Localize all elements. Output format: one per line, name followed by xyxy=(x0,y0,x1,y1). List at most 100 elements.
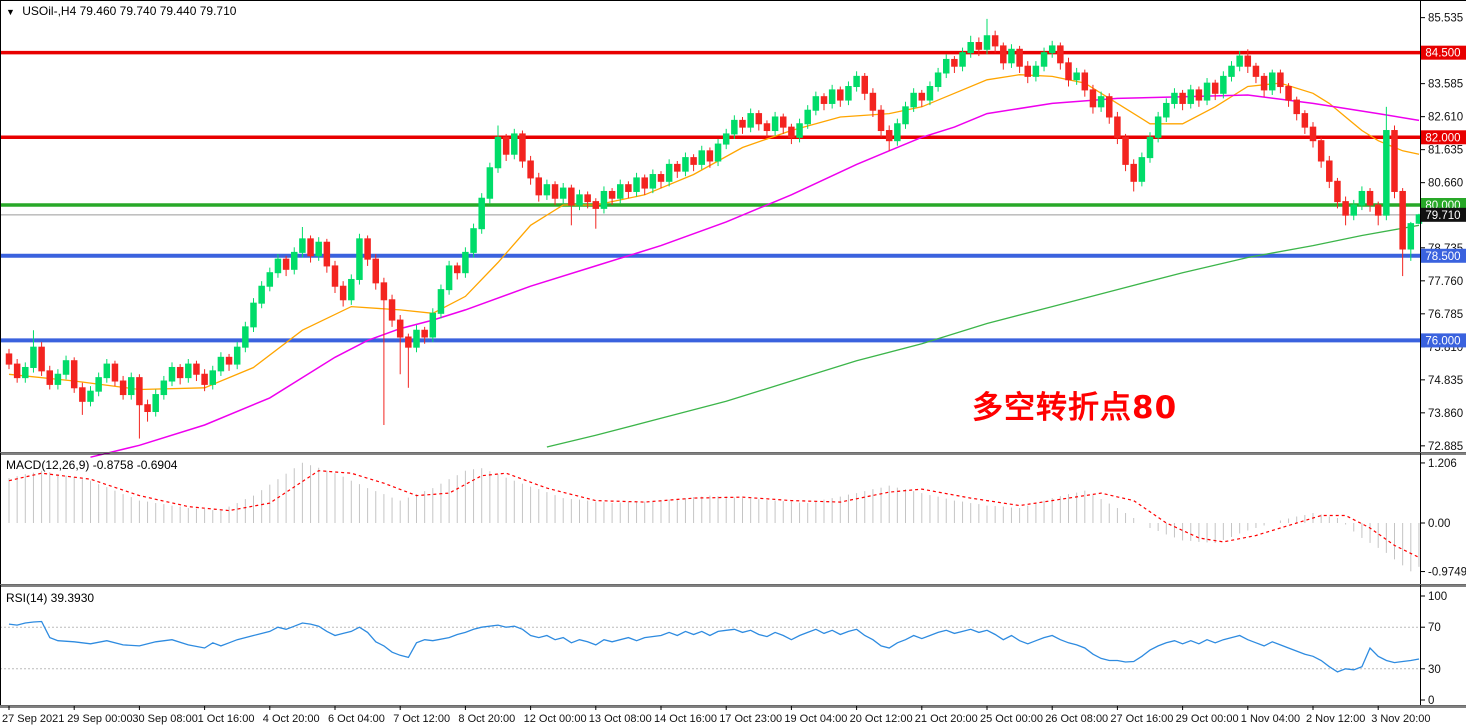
candle-body xyxy=(600,190,608,209)
candle-body xyxy=(242,326,249,348)
candle-body xyxy=(934,72,942,88)
candle-body xyxy=(894,123,901,142)
candle-body xyxy=(79,387,86,402)
candle-body xyxy=(755,113,763,125)
price-badge-label: 76.000 xyxy=(1425,335,1460,347)
candle-body xyxy=(1366,190,1374,206)
time-tick-label: 1 Nov 04:00 xyxy=(1241,713,1300,725)
candle-body xyxy=(943,58,950,74)
candle-body xyxy=(315,241,322,257)
candle-body xyxy=(1399,190,1406,250)
candle-body xyxy=(1114,116,1121,138)
candle-body xyxy=(1334,180,1341,203)
time-tick-label: 6 Oct 04:00 xyxy=(328,713,385,725)
annotation-text: 多空转折点80 xyxy=(972,390,1178,426)
time-tick-label: 19 Oct 04:00 xyxy=(784,713,847,725)
candle-body xyxy=(494,136,502,169)
candle-body xyxy=(299,238,306,253)
candle-body xyxy=(478,197,485,230)
candle-body xyxy=(103,363,111,379)
candle-body xyxy=(54,373,62,385)
candle-body xyxy=(657,174,665,182)
candle-body xyxy=(641,177,648,189)
candle-body xyxy=(258,285,265,304)
candle-body xyxy=(22,366,29,379)
ma-fast-orange xyxy=(8,74,1420,391)
candle-body xyxy=(185,363,192,379)
candle-body xyxy=(649,174,657,189)
candle-body xyxy=(592,201,600,209)
candle-body xyxy=(714,143,722,162)
candle-body xyxy=(820,96,828,104)
candle-body xyxy=(282,258,290,270)
candle-body xyxy=(1383,130,1390,216)
candle-body xyxy=(168,366,176,382)
time-tick-label: 27 Sep 2021 xyxy=(2,713,64,725)
candle-body xyxy=(551,184,559,199)
price-tick-label: 76.785 xyxy=(1428,309,1463,321)
time-tick-label: 29 Oct 00:00 xyxy=(1176,713,1239,725)
candle-body xyxy=(1326,160,1333,182)
ma-slow-green xyxy=(546,224,1420,448)
time-tick-label: 8 Oct 20:00 xyxy=(458,713,515,725)
main-price-panel xyxy=(0,18,1423,458)
candle-body xyxy=(1285,86,1292,101)
time-tick-label: 4 Oct 20:00 xyxy=(263,713,320,725)
price-badge-label: 78.500 xyxy=(1425,251,1460,263)
candle-body xyxy=(429,312,437,338)
candle-body xyxy=(559,187,567,199)
candle-body xyxy=(1106,96,1113,118)
candle-body xyxy=(1317,140,1325,162)
candle-body xyxy=(1195,89,1203,101)
candle-body xyxy=(617,184,624,199)
candle-body xyxy=(1032,65,1040,77)
rsi-tick-label: 30 xyxy=(1428,664,1441,676)
candle-body xyxy=(1065,62,1072,81)
candle-body xyxy=(1342,201,1349,216)
candle-body xyxy=(731,119,738,135)
candle-body xyxy=(46,370,53,385)
candle-body xyxy=(1048,45,1056,54)
candle-body xyxy=(266,272,274,287)
ma-mid-magenta xyxy=(90,94,1420,458)
candle-body xyxy=(975,42,983,50)
candle-body xyxy=(1163,102,1170,118)
candle-body xyxy=(698,150,705,165)
candle-body xyxy=(1016,48,1023,67)
candle-body xyxy=(747,113,754,128)
price-tick-label: 72.885 xyxy=(1428,441,1463,453)
candle-body xyxy=(1171,92,1178,104)
candle-body xyxy=(1057,45,1064,64)
time-tick-label: 2 Nov 12:00 xyxy=(1306,713,1365,725)
time-tick-label: 21 Oct 20:00 xyxy=(915,713,978,725)
candle-body xyxy=(1301,113,1309,128)
candle-body xyxy=(291,251,298,270)
rsi-tick-label: 70 xyxy=(1428,622,1441,634)
candle-body xyxy=(1130,163,1137,182)
candle-body xyxy=(396,319,404,338)
candle-body xyxy=(1293,99,1300,115)
candle-body xyxy=(348,278,355,301)
time-tick-label: 13 Oct 08:00 xyxy=(589,713,652,725)
candle-body xyxy=(160,380,168,396)
candle-body xyxy=(951,58,958,67)
candle-body xyxy=(339,285,347,301)
candle-body xyxy=(1097,96,1105,108)
candle-body xyxy=(1391,130,1398,192)
candle-body xyxy=(918,92,926,101)
rsi-indicator-label: RSI(14) 39.3930 xyxy=(6,591,95,605)
candle-body xyxy=(233,346,241,365)
price-badge-79.710 xyxy=(1421,207,1466,222)
price-badge-label: 82.000 xyxy=(1425,132,1460,144)
candle-body xyxy=(739,119,746,128)
candle-body xyxy=(119,380,127,396)
macd-indicator-label: MACD(12,26,9) -0.8758 -0.6904 xyxy=(6,458,178,472)
symbol-dropdown-icon[interactable]: ▼ xyxy=(6,7,15,17)
price-tick-label: 73.860 xyxy=(1428,408,1463,420)
candle-body xyxy=(364,238,371,260)
candle-body xyxy=(380,282,388,301)
time-axis: 27 Sep 2021 29 Sep 00:00 30 Sep 08:00 1 Oct… xyxy=(2,706,1431,725)
candle-body xyxy=(902,106,909,125)
time-tick-label: 14 Oct 16:00 xyxy=(654,713,717,725)
